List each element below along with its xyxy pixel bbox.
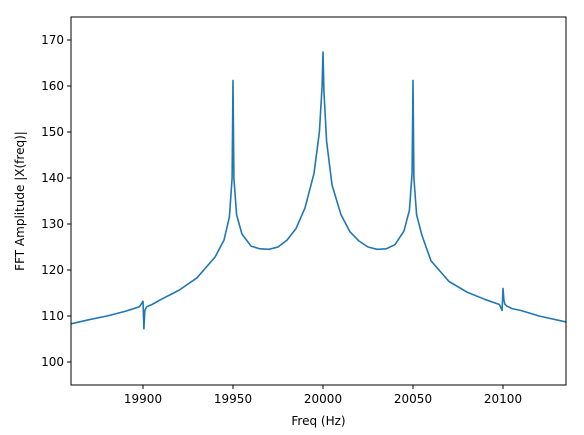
x-axis-label: Freq (Hz): [291, 414, 345, 428]
x-tick-label: 20100: [484, 392, 522, 406]
plot-area: [71, 51, 566, 330]
y-tick-label: 100: [41, 355, 64, 369]
x-tick-label: 20000: [304, 392, 342, 406]
series-line-0: [71, 51, 566, 330]
y-tick-label: 130: [41, 217, 64, 231]
axes-frame: [70, 16, 567, 386]
y-tick-label: 110: [41, 309, 64, 323]
x-tick-label: 19900: [124, 392, 162, 406]
y-tick-label: 140: [41, 171, 64, 185]
y-axis-label: FFT Amplitude |X(freq)|: [13, 131, 27, 271]
x-tick-label: 19950: [214, 392, 252, 406]
axes: 19900 19950 20000 20050 20100 100 110 120 130 140…: [41, 16, 567, 406]
y-tick-label: 150: [41, 125, 64, 139]
x-tick-label: 20050: [394, 392, 432, 406]
y-tick-label: 120: [41, 263, 64, 277]
y-tick-label: 170: [41, 33, 64, 47]
y-tick-label: 160: [41, 79, 64, 93]
